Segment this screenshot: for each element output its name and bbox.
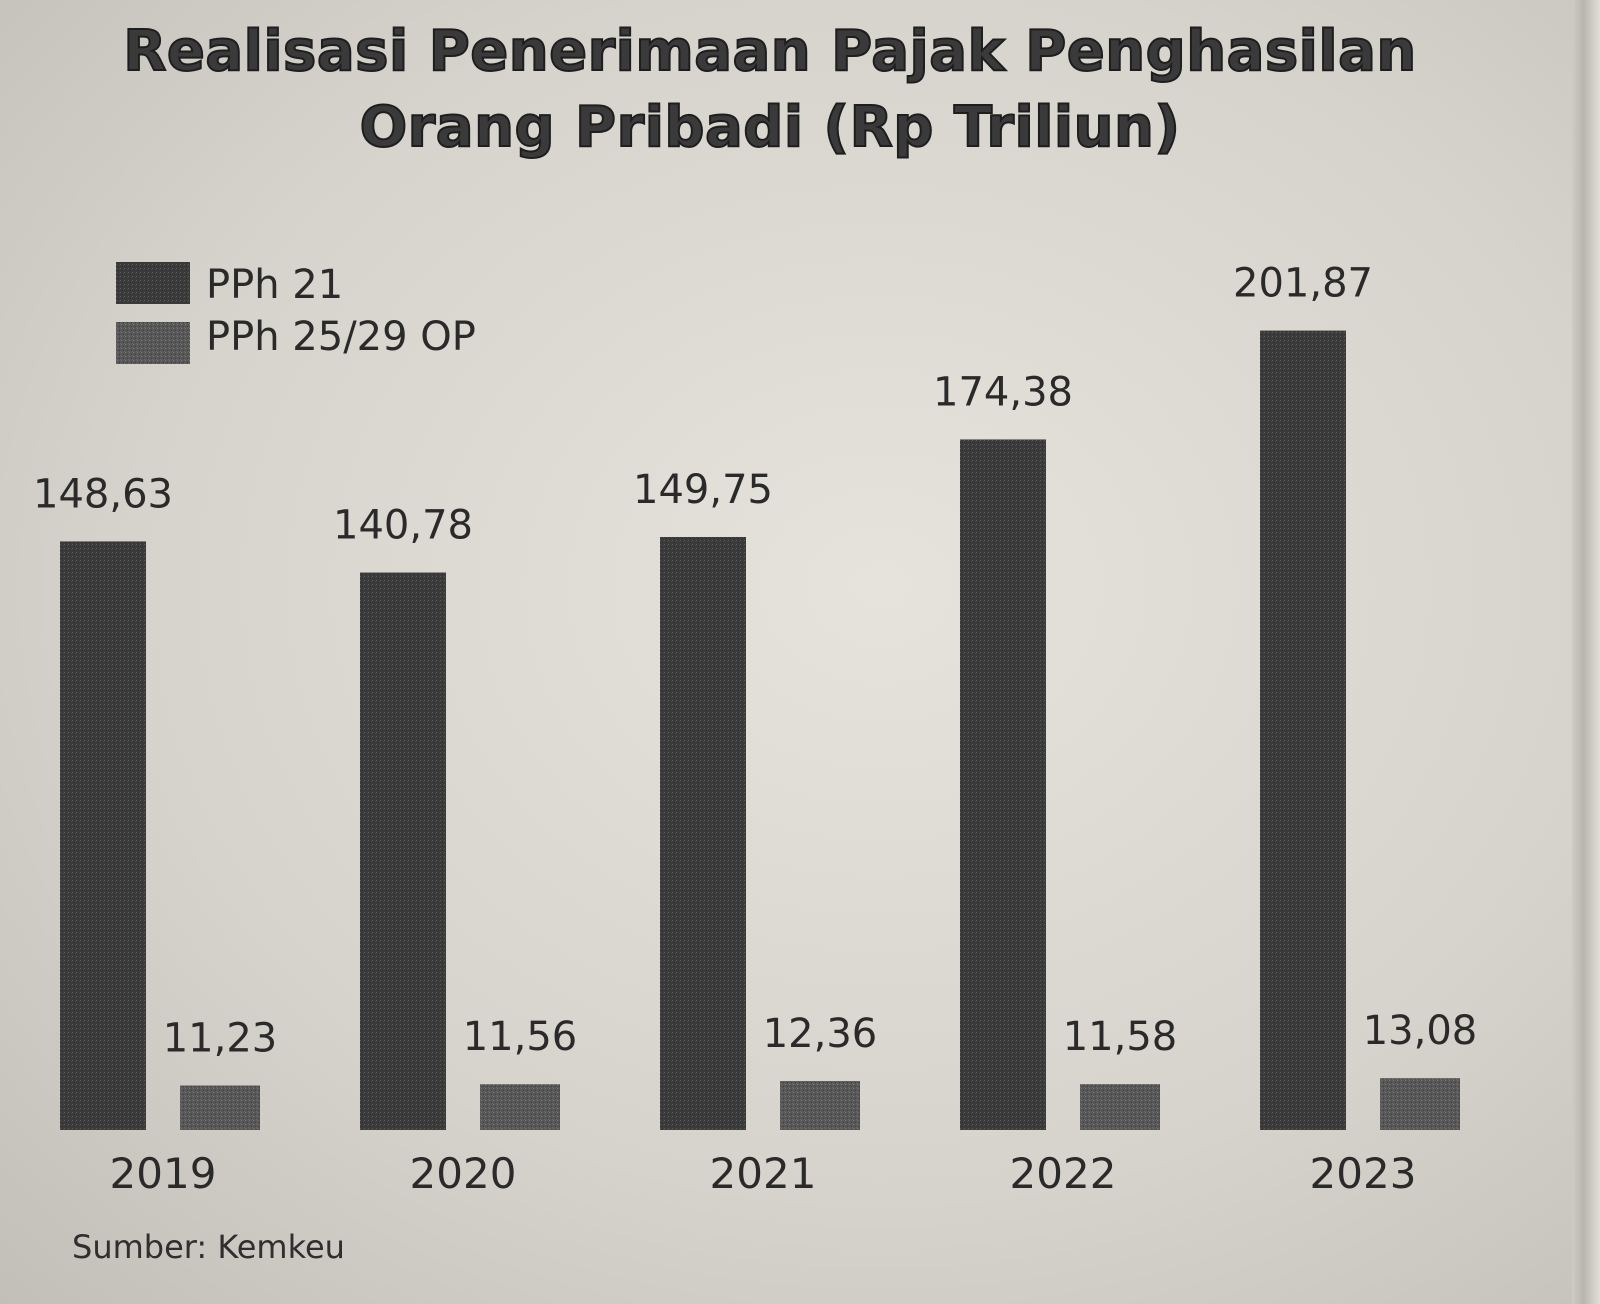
bar-pph21-2023 bbox=[1260, 330, 1346, 1130]
value-label-pph2529-2021: 12,36 bbox=[763, 1011, 878, 1057]
value-label-pph21-2021: 149,75 bbox=[633, 467, 773, 513]
chart-title-line-1: Realisasi Penerimaan Pajak Penghasilan bbox=[122, 18, 1417, 85]
bar-pph21-2021 bbox=[660, 536, 746, 1130]
category-label-2020: 2020 bbox=[410, 1149, 517, 1198]
legend-swatch-pph21 bbox=[116, 262, 190, 304]
legend-label-pph21: PPh 21 bbox=[206, 262, 343, 308]
bars-layer bbox=[60, 330, 1460, 1130]
chart-title-line-2: Orang Pribadi (Rp Triliun) bbox=[359, 94, 1181, 161]
bar-pph21-2022 bbox=[960, 439, 1046, 1130]
value-label-pph2529-2022: 11,58 bbox=[1063, 1014, 1178, 1060]
chart-source: Sumber: Kemkeu bbox=[72, 1228, 345, 1266]
category-label-2023: 2023 bbox=[1310, 1149, 1417, 1198]
value-label-pph21-2019: 148,63 bbox=[33, 471, 173, 517]
legend: PPh 21 PPh 25/29 OP bbox=[116, 262, 476, 364]
paper-fold-edge bbox=[1572, 0, 1600, 1304]
bar-pph2529-2020 bbox=[480, 1084, 560, 1130]
value-label-pph2529-2023: 13,08 bbox=[1363, 1008, 1478, 1054]
value-label-pph2529-2019: 11,23 bbox=[163, 1016, 278, 1062]
legend-label-pph2529: PPh 25/29 OP bbox=[206, 314, 476, 360]
bar-pph2529-2022 bbox=[1080, 1084, 1160, 1130]
labels-layer: 148,63 11,23 2019 140,78 11,56 2020 149,75 12,3… bbox=[33, 261, 1477, 1198]
chart-title: Realisasi Penerimaan Pajak Penghasilan O… bbox=[0, 14, 1540, 166]
legend-item-pph2529: PPh 25/29 OP bbox=[116, 314, 476, 364]
value-label-pph21-2020: 140,78 bbox=[333, 503, 473, 549]
category-label-2021: 2021 bbox=[710, 1149, 817, 1198]
bar-pph2529-2023 bbox=[1380, 1078, 1460, 1130]
category-label-2022: 2022 bbox=[1010, 1149, 1117, 1198]
bar-pph2529-2021 bbox=[780, 1081, 860, 1130]
value-label-pph2529-2020: 11,56 bbox=[463, 1014, 578, 1060]
value-label-pph21-2023: 201,87 bbox=[1233, 261, 1373, 307]
legend-item-pph21: PPh 21 bbox=[116, 262, 343, 308]
value-label-pph21-2022: 174,38 bbox=[933, 369, 1073, 415]
legend-swatch-pph2529 bbox=[116, 322, 190, 364]
bar-pph2529-2019 bbox=[180, 1085, 260, 1130]
bar-pph21-2019 bbox=[60, 541, 146, 1130]
category-label-2019: 2019 bbox=[110, 1149, 217, 1198]
bar-pph21-2020 bbox=[360, 572, 446, 1130]
